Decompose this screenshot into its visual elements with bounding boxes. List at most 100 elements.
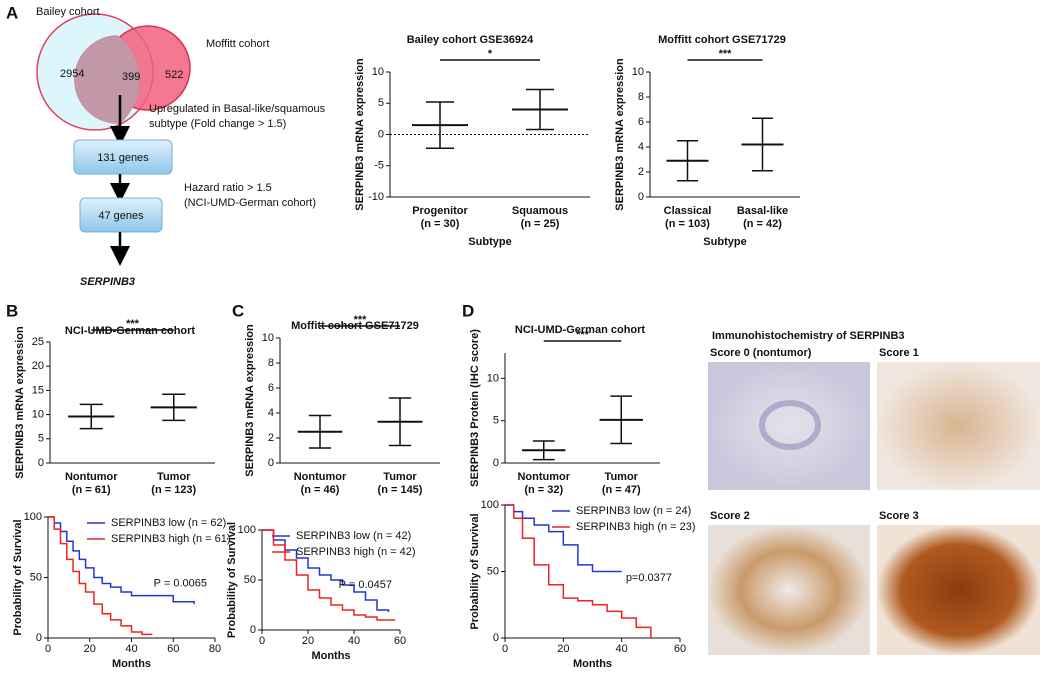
ihc-image (708, 362, 870, 490)
legend-label: SERPINB3 high (n = 42) (296, 546, 416, 558)
legend-label: SERPINB3 high (n = 23) (576, 521, 696, 533)
x-tick-label: 40 (125, 643, 137, 655)
panel-label: B (6, 301, 18, 320)
y-tick-label: 100 (481, 499, 499, 511)
y-tick-label: 10 (632, 66, 644, 78)
x-tick-label: Nontumor (65, 471, 118, 483)
ihc-image (708, 525, 870, 655)
ihc-label: Score 0 (nontumor) (710, 347, 812, 359)
survival-curve (48, 516, 153, 636)
ihc-structure (759, 400, 821, 450)
y-tick-label: 0 (250, 624, 256, 636)
y-axis-label: SERPINB3 mRNA expression (14, 326, 26, 479)
n-label: (n = 32) (524, 484, 563, 496)
y-tick-label: 100 (238, 524, 256, 536)
x-tick-label: Nontumor (517, 471, 570, 483)
y-tick-label: 5 (493, 415, 499, 427)
ihc-title: Immunohistochemistry of SERPINB3 (712, 330, 905, 342)
n-label: (n = 103) (665, 218, 710, 230)
y-tick-label: 2 (638, 166, 644, 178)
y-axis-label: SERPINB3 Protein (IHC score) (469, 329, 481, 487)
flow-text: Upregulated in Basal-like/squamous (149, 103, 326, 115)
y-axis-label: SERPINB3 mRNA expression (354, 58, 366, 211)
flow-box (73, 139, 173, 175)
y-tick-label: 50 (487, 565, 499, 577)
chart-title: Bailey cohort GSE36924 (407, 34, 534, 46)
x-tick-label: Squamous (512, 205, 568, 217)
panel-label: C (232, 301, 244, 320)
panel-label: D (462, 301, 474, 320)
y-tick-label: 8 (268, 357, 274, 369)
x-tick-label: Tumor (383, 471, 417, 483)
x-tick-label: Tumor (605, 471, 639, 483)
legend-label: SERPINB3 low (n = 42) (296, 530, 411, 542)
n-label: (n = 123) (151, 484, 196, 496)
ihc-image (877, 362, 1040, 490)
annotation: P = 0.0065 (154, 577, 207, 589)
y-tick-label: 0 (493, 632, 499, 644)
survival-curve (505, 504, 652, 638)
y-tick-label: 5 (38, 433, 44, 445)
flow-text: (NCI-UMD-German cohort) (184, 197, 316, 209)
chart-title: Moffitt cohort GSE71729 (658, 34, 786, 46)
y-tick-label: 6 (638, 116, 644, 128)
y-tick-label: 10 (262, 332, 274, 344)
n-label: (n = 25) (521, 218, 560, 230)
flow-text: subtype (Fold change > 1.5) (149, 118, 286, 130)
n-label: (n = 46) (301, 484, 340, 496)
y-tick-label: 0 (638, 191, 644, 203)
significance-label: * (488, 48, 493, 60)
n-label: (n = 145) (378, 484, 423, 496)
flow-box-label: 47 genes (98, 210, 144, 222)
y-axis-label: Probability of Survival (12, 519, 24, 635)
y-tick-label: 4 (268, 407, 274, 419)
y-tick-label: 8 (638, 91, 644, 103)
x-tick-label: 20 (557, 643, 569, 655)
chart-title: NCI-UMD-German cohort (65, 325, 196, 337)
legend-label: SERPINB3 high (n = 61) (111, 533, 231, 545)
annotation: p=0.0377 (626, 572, 672, 584)
x-tick-label: 60 (674, 643, 686, 655)
chart-title: NCI-UMD-German cohort (515, 324, 646, 336)
venn-count: 399 (122, 71, 140, 83)
significance-label: *** (576, 329, 590, 341)
x-tick-label: 20 (84, 643, 96, 655)
y-tick-label: 50 (30, 571, 42, 583)
y-tick-label: 10 (487, 372, 499, 384)
x-tick-label: 40 (616, 643, 628, 655)
y-tick-label: 10 (372, 66, 384, 78)
legend-label: SERPINB3 low (n = 24) (576, 505, 691, 517)
venn-count: 522 (165, 69, 183, 81)
y-tick-label: 100 (24, 511, 42, 523)
significance-label: *** (354, 314, 368, 326)
x-axis-label: Months (112, 658, 151, 670)
y-tick-label: 2 (268, 432, 274, 444)
y-tick-label: 15 (32, 384, 44, 396)
x-tick-label: 60 (394, 635, 406, 647)
y-tick-label: 4 (638, 141, 644, 153)
flow-text: Hazard ratio > 1.5 (184, 182, 272, 194)
x-tick-label: 0 (502, 643, 508, 655)
survival-curve (505, 504, 622, 573)
y-tick-label: 20 (32, 360, 44, 372)
x-tick-label: 0 (259, 635, 265, 647)
x-tick-label: 60 (167, 643, 179, 655)
panel-label: A (6, 3, 18, 22)
n-label: (n = 42) (743, 218, 782, 230)
venn-label: Moffitt cohort (206, 38, 269, 50)
y-tick-label: 0 (268, 457, 274, 469)
flow-box-label: 131 genes (97, 152, 149, 164)
significance-label: *** (719, 48, 733, 60)
venn-count: 2954 (60, 68, 84, 80)
n-label: (n = 30) (421, 218, 460, 230)
annotation: P = 0.0457 (339, 579, 392, 591)
ihc-label: Score 1 (879, 347, 919, 359)
y-tick-label: 0 (493, 457, 499, 469)
y-tick-label: 6 (268, 382, 274, 394)
x-axis-label: Subtype (468, 236, 511, 248)
n-label: (n = 47) (602, 484, 641, 496)
ihc-label: Score 3 (879, 510, 919, 522)
legend-label: SERPINB3 low (n = 62) (111, 517, 226, 529)
